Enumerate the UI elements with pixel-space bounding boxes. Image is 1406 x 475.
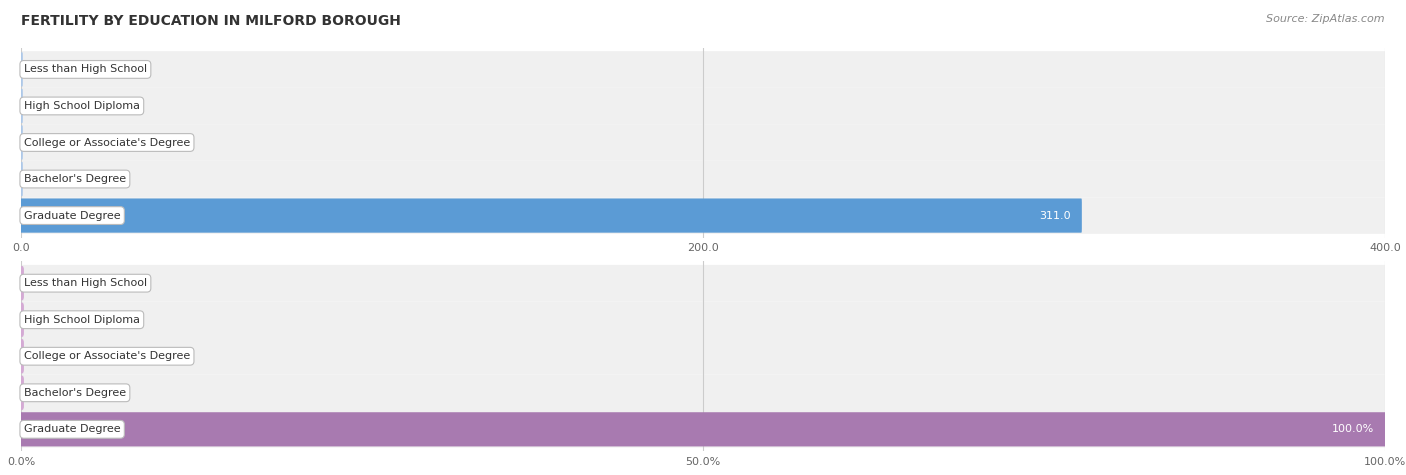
FancyBboxPatch shape: [21, 411, 1385, 447]
Text: Bachelor's Degree: Bachelor's Degree: [24, 388, 127, 398]
FancyBboxPatch shape: [20, 339, 24, 373]
FancyBboxPatch shape: [21, 162, 22, 196]
FancyBboxPatch shape: [20, 266, 24, 300]
Text: High School Diploma: High School Diploma: [24, 101, 139, 111]
FancyBboxPatch shape: [20, 376, 24, 410]
Text: Graduate Degree: Graduate Degree: [24, 210, 121, 220]
FancyBboxPatch shape: [21, 125, 22, 160]
Text: College or Associate's Degree: College or Associate's Degree: [24, 137, 190, 148]
Text: 0.0: 0.0: [35, 101, 52, 111]
Text: 0.0: 0.0: [35, 137, 52, 148]
FancyBboxPatch shape: [21, 89, 22, 123]
FancyBboxPatch shape: [21, 265, 1385, 302]
Text: Source: ZipAtlas.com: Source: ZipAtlas.com: [1267, 14, 1385, 24]
Text: College or Associate's Degree: College or Associate's Degree: [24, 351, 190, 361]
Text: High School Diploma: High School Diploma: [24, 315, 139, 325]
Text: 311.0: 311.0: [1039, 210, 1070, 220]
FancyBboxPatch shape: [21, 302, 1385, 338]
Text: Graduate Degree: Graduate Degree: [24, 424, 121, 434]
Text: 0.0: 0.0: [35, 174, 52, 184]
FancyBboxPatch shape: [20, 412, 1386, 446]
Text: 100.0%: 100.0%: [1331, 424, 1374, 434]
Text: 0.0%: 0.0%: [35, 315, 63, 325]
FancyBboxPatch shape: [21, 124, 1385, 161]
FancyBboxPatch shape: [21, 51, 1385, 88]
Text: Less than High School: Less than High School: [24, 65, 148, 75]
Text: FERTILITY BY EDUCATION IN MILFORD BOROUGH: FERTILITY BY EDUCATION IN MILFORD BOROUG…: [21, 14, 401, 28]
FancyBboxPatch shape: [21, 374, 1385, 411]
Text: 0.0%: 0.0%: [35, 351, 63, 361]
FancyBboxPatch shape: [21, 88, 1385, 124]
FancyBboxPatch shape: [21, 199, 1081, 233]
Text: 0.0: 0.0: [35, 65, 52, 75]
Text: Bachelor's Degree: Bachelor's Degree: [24, 174, 127, 184]
FancyBboxPatch shape: [21, 52, 22, 86]
Text: Less than High School: Less than High School: [24, 278, 148, 288]
FancyBboxPatch shape: [21, 338, 1385, 374]
Text: 0.0%: 0.0%: [35, 278, 63, 288]
FancyBboxPatch shape: [20, 303, 24, 337]
FancyBboxPatch shape: [21, 197, 1385, 234]
FancyBboxPatch shape: [21, 161, 1385, 197]
Text: 0.0%: 0.0%: [35, 388, 63, 398]
